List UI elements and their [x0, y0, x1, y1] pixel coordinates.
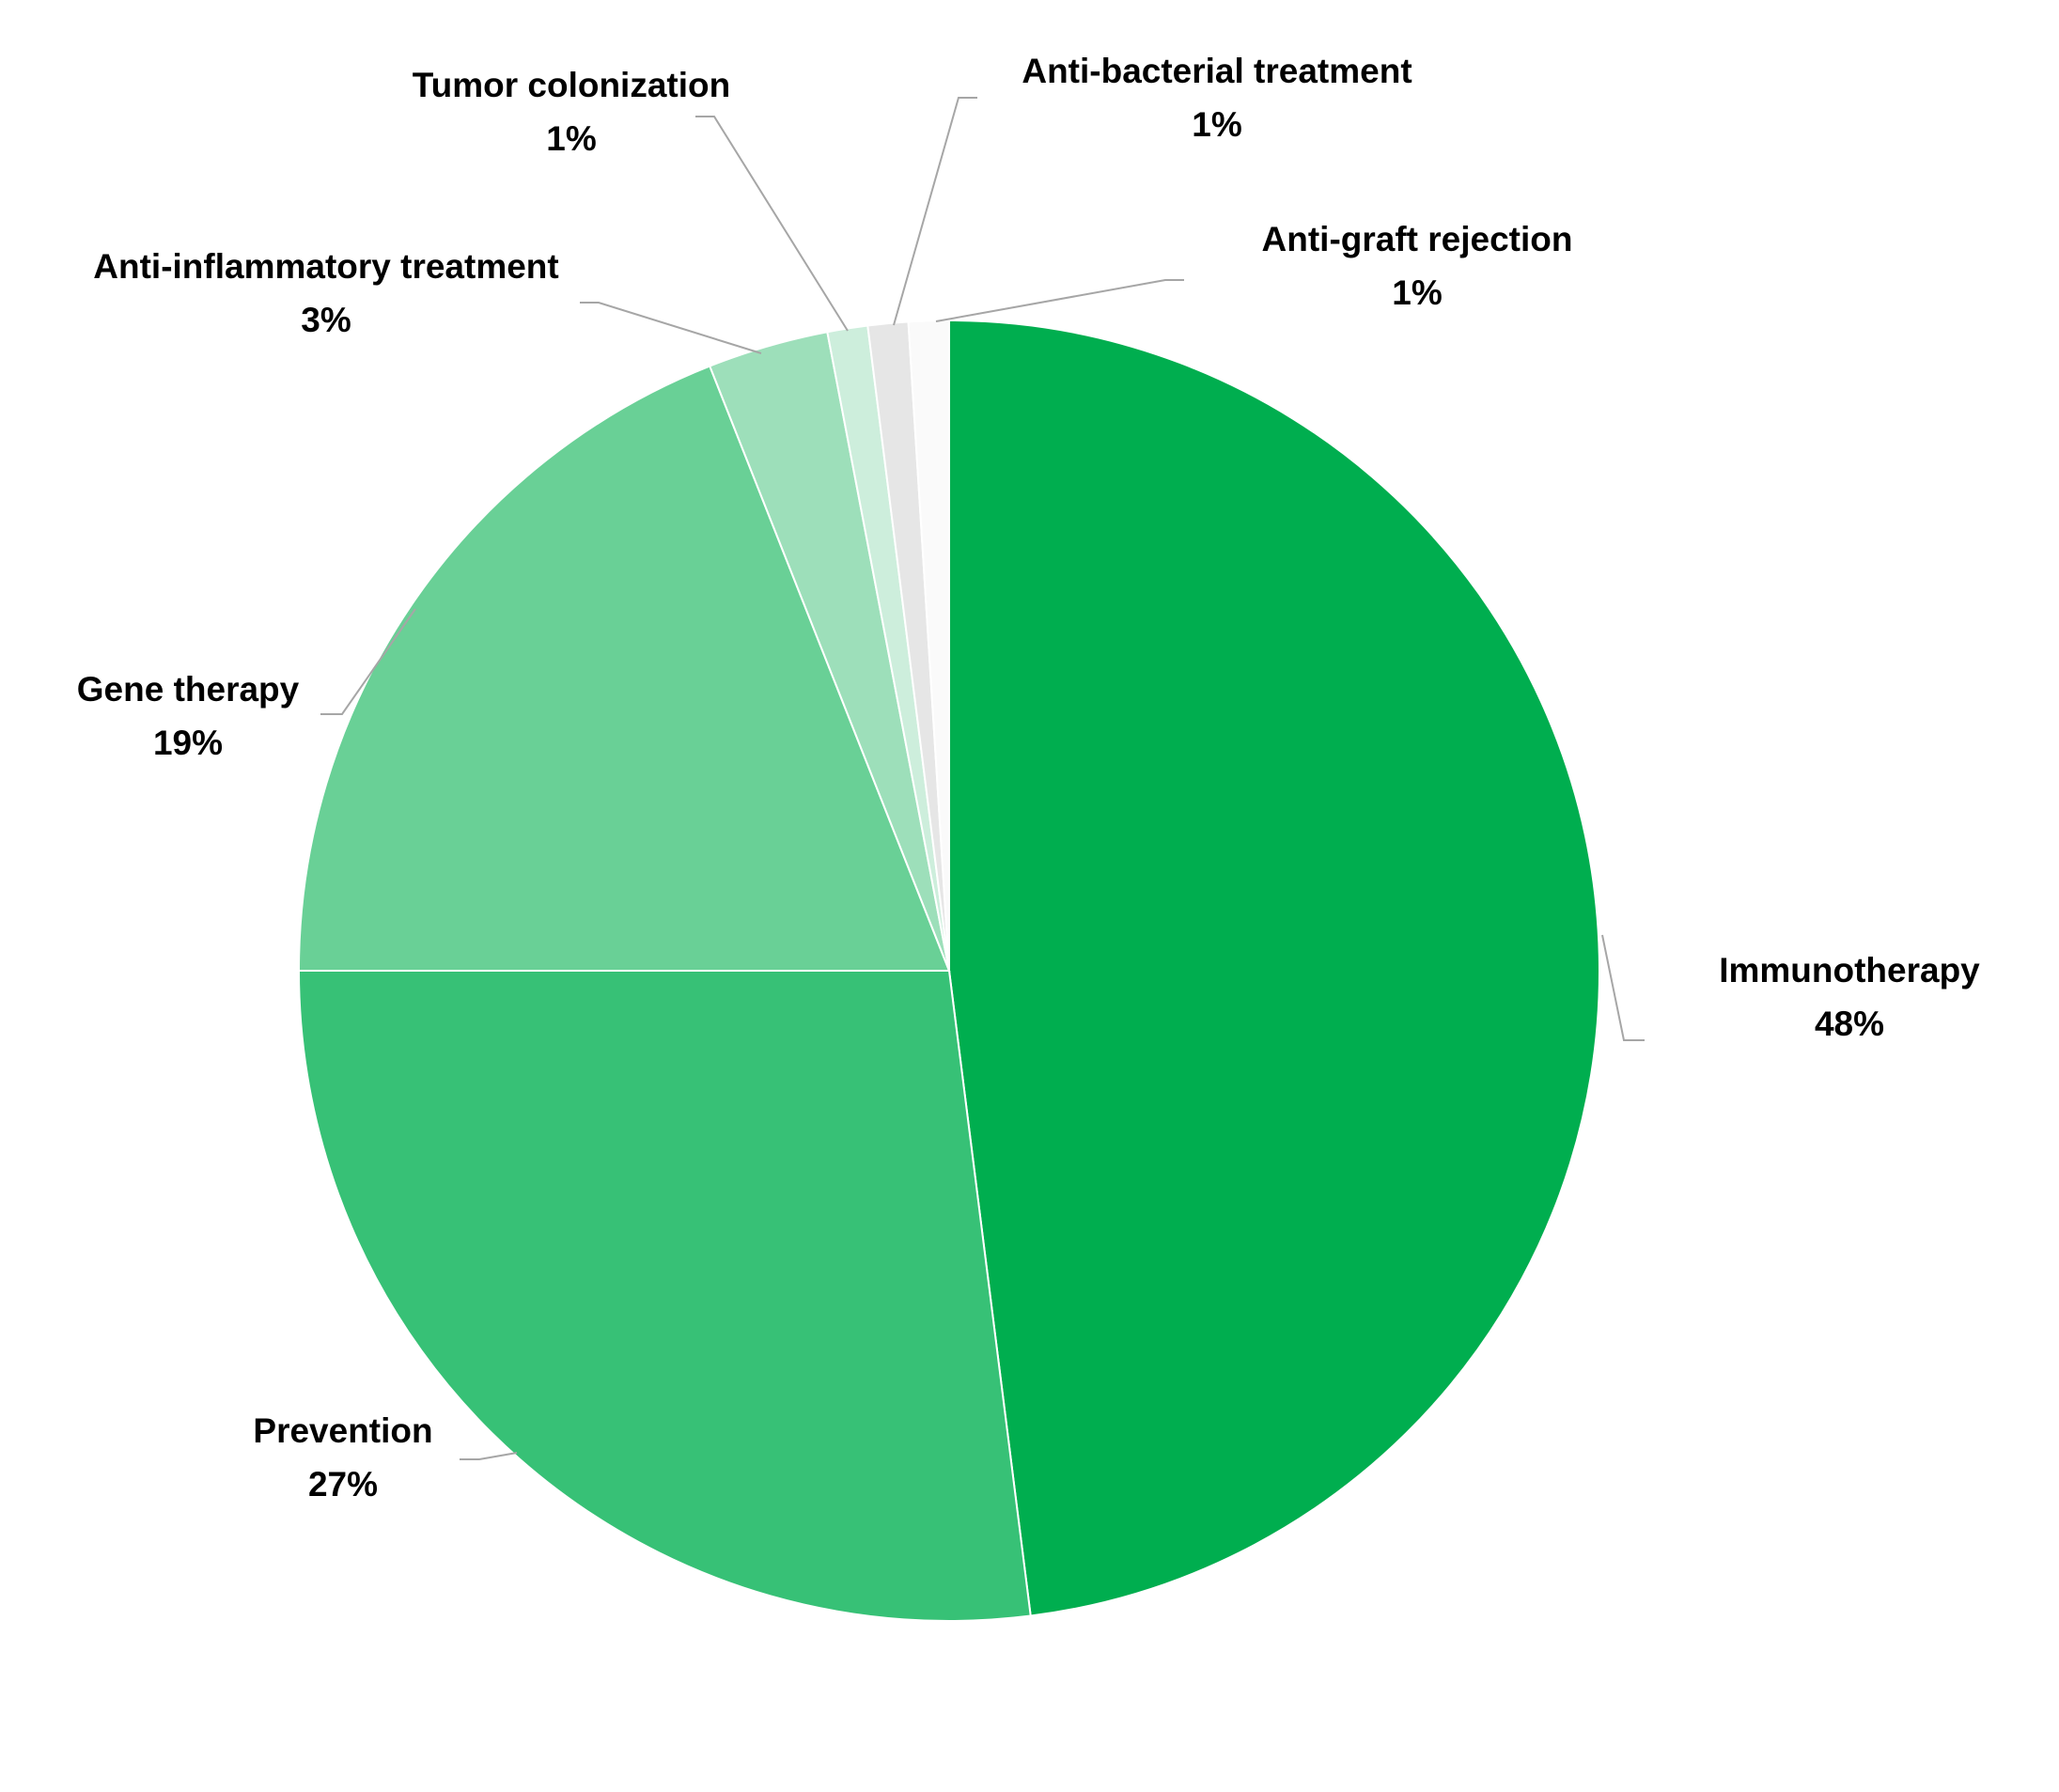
slice-label-gene-therapy: Gene therapy — [77, 670, 300, 709]
leader-line-gene-therapy — [320, 608, 416, 715]
pie-slice-gene-therapy — [297, 365, 951, 972]
pie-slice-prevention — [297, 970, 1032, 1622]
slice-label-anti-inflammatory-treatment: Anti-inflammatory treatment — [93, 247, 558, 286]
slice-label-immunotherapy: Immunotherapy — [1719, 951, 1980, 989]
slice-percent-prevention: 27% — [308, 1465, 378, 1504]
slice-label-tumor-colonization: Tumor colonization — [413, 66, 730, 104]
slice-percent-anti-inflammatory-treatment: 3% — [301, 301, 351, 339]
slice-percent-gene-therapy: 19% — [153, 724, 223, 762]
leader-lines — [320, 97, 1645, 1460]
leader-line-tumor-colonization — [695, 116, 849, 332]
slice-percent-anti-graft-rejection: 1% — [1392, 273, 1442, 312]
pie-slice-immunotherapy — [948, 319, 1600, 1617]
leader-line-anti-bacterial-treatment — [893, 97, 977, 326]
slice-label-prevention: Prevention — [253, 1411, 432, 1450]
pie-slices — [297, 319, 1600, 1622]
leader-line-anti-graft-rejection — [935, 279, 1184, 322]
slice-percent-anti-bacterial-treatment: 1% — [1192, 105, 1241, 144]
slice-percent-immunotherapy: 48% — [1815, 1005, 1884, 1043]
leader-line-anti-inflammatory-treatment — [580, 302, 762, 354]
pie-slice-anti-graft-rejection — [907, 319, 950, 972]
slice-percent-tumor-colonization: 1% — [546, 119, 596, 158]
data-labels: Immunotherapy 48% Prevention 27% Gene therap… — [77, 52, 1980, 1504]
leader-line-prevention — [460, 1452, 518, 1460]
slice-label-anti-graft-rejection: Anti-graft rejection — [1262, 220, 1573, 258]
slice-label-anti-bacterial-treatment: Anti-bacterial treatment — [1022, 52, 1412, 90]
leader-line-immunotherapy — [1601, 934, 1645, 1041]
